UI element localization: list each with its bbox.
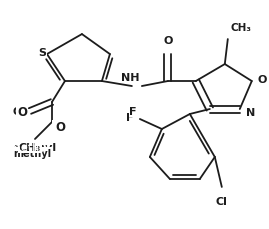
Text: methyl: methyl — [13, 148, 51, 158]
Text: O: O — [57, 120, 66, 131]
Text: NH: NH — [121, 73, 139, 83]
Text: N: N — [246, 108, 255, 117]
Text: methyl: methyl — [30, 144, 34, 146]
Text: O: O — [13, 106, 22, 117]
Text: methyl: methyl — [13, 142, 56, 152]
Text: O: O — [13, 106, 22, 117]
Text: O: O — [55, 121, 65, 134]
Text: F: F — [129, 106, 137, 117]
Text: O: O — [258, 75, 267, 85]
Text: O: O — [17, 105, 27, 118]
Text: O: O — [163, 36, 172, 46]
Text: O: O — [53, 121, 63, 131]
Text: methyl: methyl — [10, 142, 49, 152]
Text: CH₃: CH₃ — [19, 142, 41, 152]
Text: S: S — [38, 48, 46, 58]
Text: CH₃: CH₃ — [231, 23, 252, 33]
Text: F: F — [126, 112, 134, 123]
Text: Cl: Cl — [216, 196, 228, 206]
